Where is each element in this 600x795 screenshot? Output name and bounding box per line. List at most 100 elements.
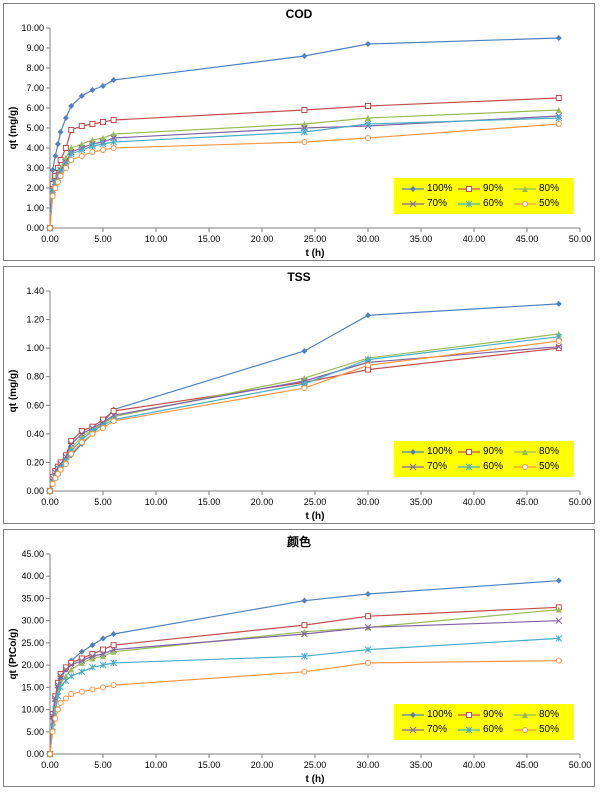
svg-text:5.00: 5.00 [94,234,112,244]
svg-text:0.00: 0.00 [26,749,44,759]
chart-title-cod: COD [285,7,313,21]
legend-marker-icon [514,711,536,718]
svg-text:1.20: 1.20 [26,315,44,325]
legend-marker-icon [514,200,536,207]
legend-marker-icon [514,185,536,192]
legend-row: 100% 90% 80% [402,183,566,194]
svg-text:qt (mg/g): qt (mg/g) [8,107,19,150]
svg-text:45.00: 45.00 [516,234,539,244]
legend-item-80pct: 80% [514,709,566,720]
color-line-chart: 0.00 5.00 10.00 15.00 20.00 25.00 30.00 35.00 40… [8,549,592,785]
svg-text:0.60: 0.60 [26,400,44,410]
svg-text:0.00: 0.00 [41,760,59,770]
legend-item-90pct: 90% [458,709,510,720]
legend-marker-icon [402,711,424,718]
legend-marker-icon [402,185,424,192]
legend-item-50pct: 50% [514,461,566,472]
svg-text:1.00: 1.00 [26,203,44,213]
legend-label: 90% [483,709,504,720]
svg-text:10.00: 10.00 [145,234,168,244]
svg-text:40.00: 40.00 [463,497,486,507]
legend-item-70pct: 70% [402,724,454,735]
legend-row: 70% 60% 50% [402,461,566,472]
legend-item-60pct: 60% [458,724,510,735]
legend-item-100pct: 100% [402,446,454,457]
svg-text:40.00: 40.00 [463,234,486,244]
svg-text:35.00: 35.00 [410,234,433,244]
svg-text:qt (mg/g): qt (mg/g) [8,370,19,413]
legend-item-70pct: 70% [402,461,454,472]
svg-text:1.40: 1.40 [26,286,44,296]
svg-text:3.00: 3.00 [26,163,44,173]
legend-label: 50% [539,198,560,209]
legend-item-90pct: 90% [458,183,510,194]
svg-text:25.00: 25.00 [304,760,327,770]
tss-line-chart: 0.00 0.20 0.40 0.60 0.80 1.00 1.20 1.40 0.00 5.00… [8,286,592,522]
legend-item-100pct: 100% [402,709,454,720]
svg-text:15.00: 15.00 [21,682,44,692]
legend-item-60pct: 60% [458,198,510,209]
legend-label: 60% [483,724,504,735]
svg-text:30.00: 30.00 [357,497,380,507]
svg-text:25.00: 25.00 [21,638,44,648]
svg-text:35.00: 35.00 [410,760,433,770]
chart-panel-tss: TSS 0.00 0.20 0.40 0.60 0.80 1.00 1.20 1.40 0.00… [3,266,595,524]
legend-marker-icon [458,711,480,718]
svg-text:0.00: 0.00 [41,497,59,507]
svg-text:45.00: 45.00 [516,760,539,770]
svg-text:15.00: 15.00 [198,760,221,770]
legend-marker-icon [402,448,424,455]
svg-text:6.00: 6.00 [26,103,44,113]
cod-line-chart: 0.00 1.00 2.00 3.00 4.00 5.00 6.00 7.00 8.00 9.00… [8,23,591,259]
color-chart-legend: 100% 90% 80% 70% 60% 50% [394,704,574,740]
legend-row: 70% 60% 50% [402,198,566,209]
legend-label: 100% [427,709,453,720]
svg-text:35.00: 35.00 [21,593,44,603]
legend-marker-icon [458,185,480,192]
legend-item-90pct: 90% [458,446,510,457]
legend-item-80pct: 80% [514,183,566,194]
svg-text:30.00: 30.00 [357,760,380,770]
svg-text:5.00: 5.00 [26,727,44,737]
svg-text:15.00: 15.00 [198,497,221,507]
tss-chart-legend: 100% 90% 80% 70% 60% 50% [394,441,574,477]
svg-text:50.00: 50.00 [569,760,592,770]
legend-label: 90% [483,183,504,194]
cod-chart-legend: 100% 90% 80% 70% 60% 50% [394,178,574,214]
chart-panel-color: 颜色 0.00 5.00 10.00 15.00 20.00 25.00 30.00 35.0… [3,529,595,787]
legend-item-50pct: 50% [514,198,566,209]
svg-text:20.00: 20.00 [21,660,44,670]
legend-marker-icon [458,200,480,207]
legend-marker-icon [514,448,536,455]
legend-item-80pct: 80% [514,446,566,457]
legend-item-70pct: 70% [402,198,454,209]
legend-marker-icon [514,463,536,470]
legend-label: 70% [427,198,448,209]
legend-marker-icon [458,448,480,455]
legend-label: 60% [483,461,504,472]
legend-label: 100% [427,446,453,457]
svg-text:8.00: 8.00 [26,63,44,73]
legend-row: 100% 90% 80% [402,446,566,457]
legend-label: 90% [483,446,504,457]
svg-text:0.40: 0.40 [26,429,44,439]
svg-text:20.00: 20.00 [251,234,274,244]
svg-text:30.00: 30.00 [21,616,44,626]
legend-label: 80% [539,709,560,720]
svg-text:t (h): t (h) [306,774,325,785]
legend-label: 60% [483,198,504,209]
legend-item-60pct: 60% [458,461,510,472]
svg-text:30.00: 30.00 [357,234,380,244]
svg-text:40.00: 40.00 [21,571,44,581]
svg-text:0.00: 0.00 [26,486,44,496]
legend-item-100pct: 100% [402,183,454,194]
legend-marker-icon [458,726,480,733]
svg-text:50.00: 50.00 [569,497,592,507]
legend-row: 100% 90% 80% [402,709,566,720]
legend-label: 50% [539,724,560,735]
svg-text:0.80: 0.80 [26,372,44,382]
legend-marker-icon [514,726,536,733]
chart-panel-cod: COD 0.00 1.00 2.00 3.00 4.00 5.00 6.00 7.00 8.00… [3,3,595,261]
svg-text:5.00: 5.00 [26,123,44,133]
svg-text:2.00: 2.00 [26,183,44,193]
